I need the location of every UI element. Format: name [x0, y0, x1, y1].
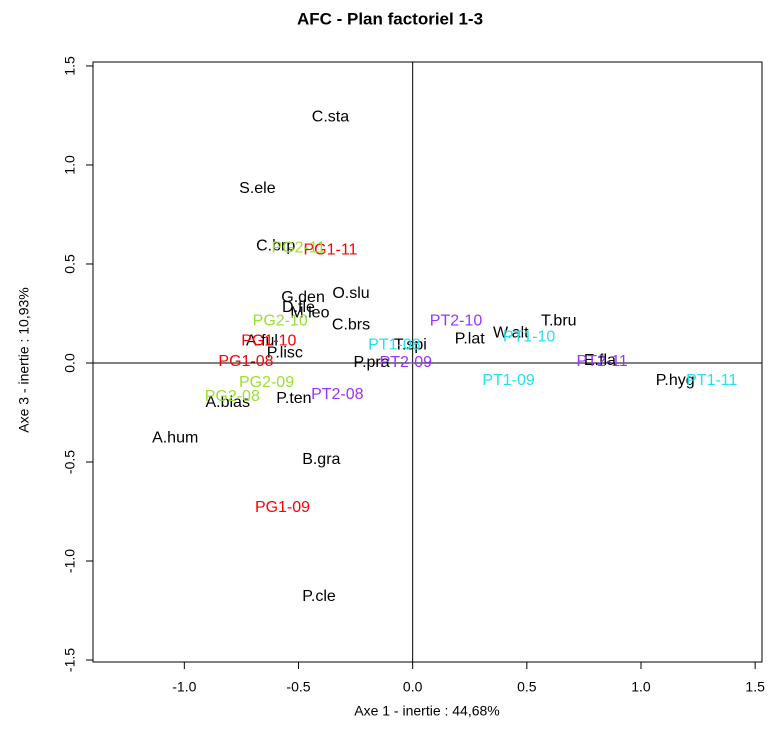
y-axis-label: Axe 3 - inertie : 10,93% — [16, 287, 32, 433]
point-label: PG1-11 — [303, 241, 357, 258]
point-label: PG1-10 — [241, 332, 296, 349]
point-label: PG1-08 — [218, 353, 273, 370]
point-label: PG1-09 — [255, 499, 310, 516]
point-label: T.spi — [394, 336, 427, 353]
point-label: W.alt — [493, 325, 529, 342]
x-tick-label: 1.0 — [631, 679, 651, 695]
chart-title: AFC - Plan factoriel 1-3 — [297, 9, 483, 28]
y-tick-label: -1.0 — [62, 549, 78, 573]
y-tick-label: -1.5 — [62, 648, 78, 672]
point-label: P.pra — [353, 354, 389, 371]
point-label: A.bias — [205, 394, 249, 411]
point-label: P.hyg — [656, 372, 695, 389]
point-label: E.fla — [584, 352, 616, 369]
point-label: C.brs — [332, 317, 370, 334]
y-tick-label: 0.5 — [62, 254, 78, 274]
x-tick-label: -1.0 — [172, 679, 196, 695]
x-tick-label: -0.5 — [286, 679, 310, 695]
x-tick-label: 1.5 — [745, 679, 765, 695]
point-label: O.slu — [332, 285, 369, 302]
point-label: A.ful — [246, 332, 278, 349]
y-tick-label: 1.0 — [62, 155, 78, 175]
x-tick-label: 0.0 — [403, 679, 423, 695]
point-label: G.den — [281, 289, 325, 306]
point-label: D.fle — [282, 299, 315, 316]
y-tick-label: 0.0 — [62, 353, 78, 373]
point-label: PT1-10 — [503, 328, 556, 345]
x-axis-label: Axe 1 - inertie : 44,68% — [354, 703, 500, 719]
point-label: P.lat — [455, 330, 486, 347]
point-label: PG2-09 — [239, 374, 294, 391]
point-label: PT2-08 — [311, 386, 364, 403]
point-label: P.lisc — [267, 344, 303, 361]
plot-frame — [92, 61, 763, 663]
point-label: PT1-08 — [368, 336, 421, 353]
point-label: PG2-11 — [272, 239, 326, 256]
point-label: P.cle — [302, 588, 336, 605]
point-label: S.ele — [239, 180, 276, 197]
point-label: PT2-09 — [380, 354, 433, 371]
point-label: PG2-08 — [205, 388, 260, 405]
point-label: A.hum — [152, 429, 198, 446]
point-label: PT1-09 — [482, 372, 535, 389]
point-label: C.brp — [256, 237, 295, 254]
point-label: PT2-11 — [577, 353, 628, 370]
point-label: PT1-11 — [686, 372, 737, 389]
point-label: PT2-10 — [430, 313, 483, 330]
point-label: T.bru — [541, 313, 577, 330]
y-tick-label: -0.5 — [62, 450, 78, 474]
point-label: B.gra — [302, 451, 340, 468]
point-label: C.sta — [312, 109, 349, 126]
x-tick-label: 0.5 — [517, 679, 537, 695]
point-label: M.leo — [290, 305, 329, 322]
point-label: P.ten — [276, 390, 311, 407]
y-tick-label: 1.5 — [62, 56, 78, 76]
point-label: PG2-10 — [253, 313, 308, 330]
